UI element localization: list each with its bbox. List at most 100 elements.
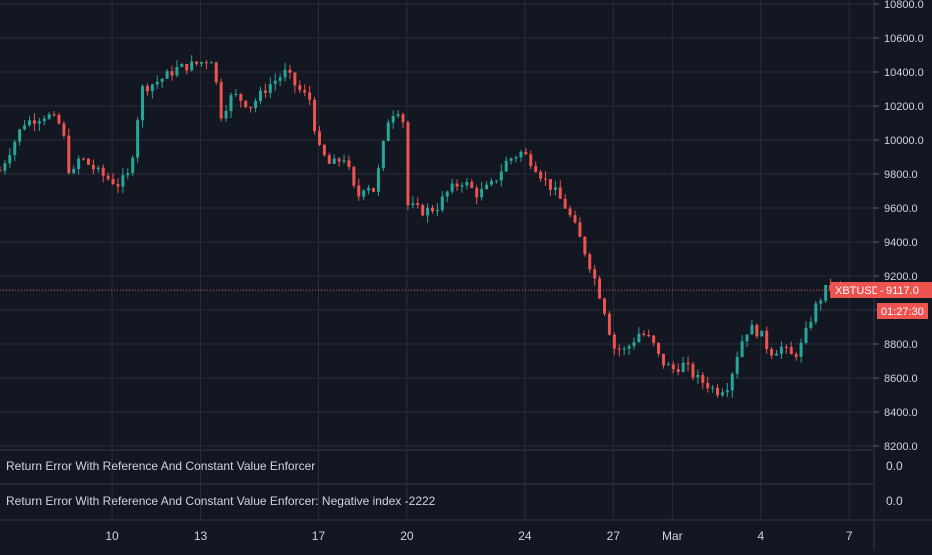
candle-body bbox=[524, 151, 528, 155]
candle-body bbox=[136, 120, 140, 158]
candle-body bbox=[386, 122, 390, 142]
candle-body bbox=[657, 342, 661, 354]
candle-body bbox=[711, 387, 715, 389]
candle-body bbox=[37, 121, 41, 124]
price-axis[interactable]: 8200.08400.08600.08800.09000.09200.09400… bbox=[874, 0, 924, 453]
candle-body bbox=[455, 183, 459, 187]
candle-body bbox=[509, 158, 513, 161]
candle-body bbox=[765, 330, 769, 350]
candle-body bbox=[357, 185, 361, 197]
x-tick-label: 13 bbox=[194, 529, 208, 543]
candle-body bbox=[465, 181, 469, 186]
candle-body bbox=[8, 155, 12, 164]
last-price-dash: - bbox=[880, 285, 884, 297]
last-price-label-bg bbox=[877, 282, 932, 298]
candle-body bbox=[701, 374, 705, 383]
candle-body bbox=[725, 390, 729, 393]
candle-body bbox=[116, 184, 120, 187]
candle-body bbox=[627, 346, 631, 349]
candle-body bbox=[593, 269, 597, 279]
candle-body bbox=[720, 392, 724, 396]
x-tick-label: 7 bbox=[846, 529, 853, 543]
candle-body bbox=[696, 374, 700, 378]
candle-body bbox=[317, 131, 321, 145]
candle-body bbox=[298, 85, 302, 91]
candle-body bbox=[745, 334, 749, 342]
candle-body bbox=[617, 348, 621, 350]
candle-body bbox=[539, 171, 543, 179]
candle-body bbox=[819, 300, 823, 304]
candle-body bbox=[730, 373, 734, 391]
candle-body bbox=[13, 141, 17, 156]
candle-body bbox=[548, 179, 552, 190]
y-tick-label: 10200.0 bbox=[884, 101, 924, 113]
candle-body bbox=[111, 179, 115, 185]
candle-body bbox=[676, 369, 680, 372]
candle-body bbox=[681, 362, 685, 372]
candle-body bbox=[0, 170, 2, 172]
candle-body bbox=[254, 100, 258, 108]
y-tick-label: 9800.0 bbox=[884, 169, 918, 181]
time-axis[interactable]: 10 13 17 20 24 27 Mar 4 7 bbox=[105, 529, 853, 543]
candle-body bbox=[42, 118, 46, 122]
y-tick-label: 9400.0 bbox=[884, 237, 918, 249]
y-tick-label: 10000.0 bbox=[884, 135, 924, 147]
candle-body bbox=[406, 122, 410, 206]
candle-body bbox=[544, 178, 548, 180]
y-tick-label: 8400.0 bbox=[884, 407, 918, 419]
candle-body bbox=[632, 342, 636, 347]
candle-body bbox=[706, 382, 710, 389]
candle-body bbox=[445, 191, 449, 197]
countdown-label-bg bbox=[877, 303, 928, 319]
candle-body bbox=[489, 180, 493, 185]
candle-body bbox=[347, 160, 351, 168]
candle-body bbox=[809, 321, 813, 328]
x-tick-label: 17 bbox=[312, 529, 326, 543]
candle-body bbox=[234, 93, 238, 96]
candle-body bbox=[249, 106, 253, 108]
candle-body bbox=[652, 335, 656, 343]
indicator-panes: Return Error With Reference And Constant… bbox=[6, 459, 903, 508]
candle-body bbox=[519, 151, 523, 158]
candle-body bbox=[534, 165, 538, 172]
candle-body bbox=[52, 114, 56, 116]
candle-body bbox=[214, 62, 218, 83]
candle-body bbox=[485, 184, 489, 190]
candle-body bbox=[396, 114, 400, 117]
candle-body bbox=[150, 84, 154, 92]
candle-body bbox=[106, 175, 110, 180]
candle-body bbox=[716, 387, 720, 396]
candle-body bbox=[686, 362, 690, 365]
candle-body bbox=[131, 157, 135, 174]
candle-body bbox=[568, 208, 572, 216]
candle-body bbox=[362, 190, 366, 197]
candle-body bbox=[755, 324, 759, 337]
candle-body bbox=[303, 90, 307, 93]
candle-body bbox=[204, 62, 208, 64]
candle-body bbox=[588, 254, 592, 270]
candle-body bbox=[494, 180, 498, 182]
candle-body bbox=[18, 129, 22, 142]
candle-body bbox=[603, 298, 607, 314]
candle-body bbox=[435, 210, 439, 212]
candle-body bbox=[735, 356, 739, 374]
candle-body bbox=[160, 78, 164, 82]
candle-body bbox=[278, 77, 282, 81]
x-tick-label: 24 bbox=[518, 529, 532, 543]
x-tick-label: 27 bbox=[607, 529, 621, 543]
candle-body bbox=[62, 123, 66, 136]
candle-body bbox=[558, 187, 562, 199]
candle-body bbox=[47, 114, 51, 119]
y-tick-label: 9600.0 bbox=[884, 203, 918, 215]
candle-body bbox=[583, 236, 587, 255]
candle-body bbox=[784, 346, 788, 348]
candle-body bbox=[170, 71, 174, 76]
y-tick-label: 9200.0 bbox=[884, 271, 918, 283]
candle-body bbox=[450, 183, 454, 192]
candle-body bbox=[219, 82, 223, 119]
candle-body bbox=[327, 155, 331, 164]
candle-body bbox=[72, 168, 76, 173]
